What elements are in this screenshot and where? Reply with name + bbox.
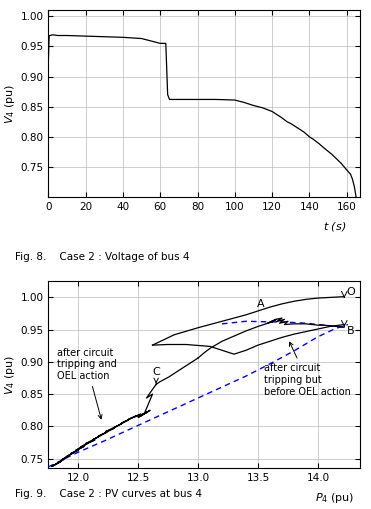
Text: A: A — [257, 299, 264, 309]
X-axis label: $t$ (s): $t$ (s) — [323, 219, 347, 233]
Text: after circuit
tripping and
OEL action: after circuit tripping and OEL action — [57, 348, 116, 419]
Y-axis label: $V_4$ (pu): $V_4$ (pu) — [3, 355, 17, 395]
Y-axis label: $V_4$ (pu): $V_4$ (pu) — [3, 83, 17, 124]
X-axis label: $P_4$ (pu): $P_4$ (pu) — [315, 491, 355, 505]
Text: Fig. 9.    Case 2 : PV curves at bus 4: Fig. 9. Case 2 : PV curves at bus 4 — [15, 489, 202, 499]
Text: Fig. 8.    Case 2 : Voltage of bus 4: Fig. 8. Case 2 : Voltage of bus 4 — [15, 252, 189, 262]
Text: O: O — [347, 287, 355, 297]
Text: after circuit
tripping but
before OEL action: after circuit tripping but before OEL ac… — [264, 342, 351, 397]
Text: B: B — [347, 326, 354, 336]
Text: C: C — [152, 367, 160, 383]
